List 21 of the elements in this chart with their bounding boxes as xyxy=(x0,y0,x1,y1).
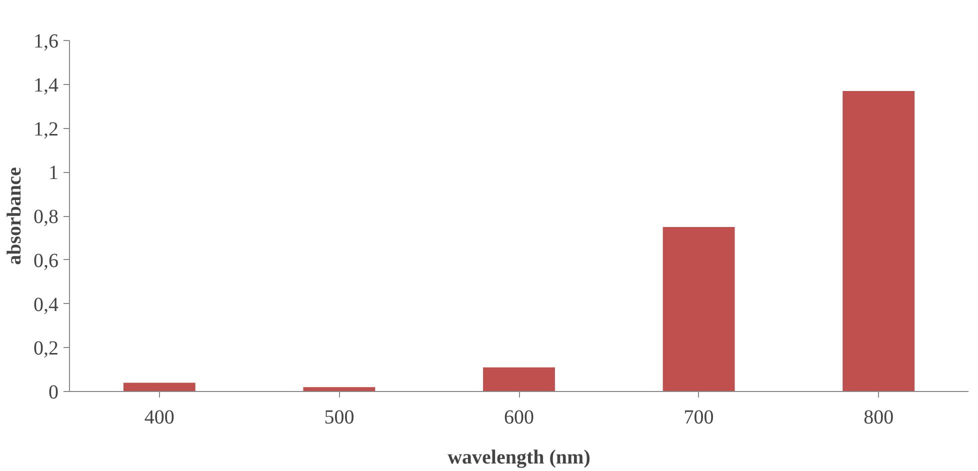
y-tick-label: 0,2 xyxy=(34,338,58,360)
y-tick-label: 1,2 xyxy=(34,118,58,140)
y-tick-label: 0,4 xyxy=(34,294,58,316)
bar xyxy=(662,226,735,392)
bar xyxy=(303,387,376,392)
y-tick-label: 0,6 xyxy=(34,250,58,272)
y-tick-label: 1,4 xyxy=(34,74,58,96)
y-tick-label: 0 xyxy=(48,382,58,404)
x-tick-label: 500 xyxy=(324,406,354,428)
y-tick-label: 1,6 xyxy=(34,30,58,52)
y-tick-label: 0,8 xyxy=(34,206,58,228)
bar xyxy=(483,367,555,392)
x-tick-label: 800 xyxy=(864,406,894,428)
bar xyxy=(123,382,196,392)
x-tick-label: 400 xyxy=(144,406,174,428)
y-axis-title: absorbance xyxy=(4,166,26,265)
x-tick-label: 600 xyxy=(504,406,534,428)
x-axis-title: wavelength (nm) xyxy=(448,446,590,468)
x-tick-label: 700 xyxy=(684,406,714,428)
bar xyxy=(842,90,915,392)
y-tick-label: 1 xyxy=(48,162,58,184)
